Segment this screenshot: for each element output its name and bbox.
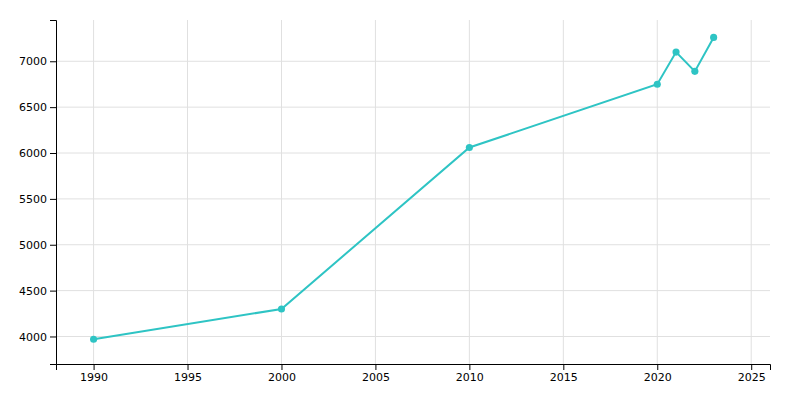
- x-axis-tick: 2015: [550, 364, 578, 384]
- x-axis-tick-label: 1995: [174, 371, 202, 384]
- x-axis-tick: 2020: [644, 364, 672, 384]
- x-axis-tick: 1990: [80, 364, 108, 384]
- y-axis-tick-label: 6500: [19, 101, 47, 114]
- x-axis-tick-mark: [281, 364, 282, 370]
- y-axis-tick-mark: [50, 245, 56, 246]
- y-axis-tick-mark: [50, 291, 56, 292]
- x-axis-tick: 2010: [456, 364, 484, 384]
- y-axis-tick-mark: [50, 61, 56, 62]
- y-axis-tick: 6000: [19, 147, 56, 160]
- x-axis: 1990 1995 2000 2005 2010 2015 2020 2025: [57, 364, 771, 384]
- grid-line-y: [56, 290, 770, 291]
- grid-line-y: [56, 107, 770, 108]
- grid-line-x: [469, 20, 470, 364]
- grid: [56, 20, 770, 364]
- line: [94, 37, 714, 339]
- y-axis-tick: 4500: [19, 285, 56, 298]
- grid-line-y: [56, 198, 770, 199]
- x-axis-domain: [57, 365, 771, 371]
- point: [278, 305, 285, 312]
- y-axis-tick-label: 4000: [19, 331, 47, 344]
- y-axis-tick: 5000: [19, 239, 56, 252]
- y-axis-tick-mark: [50, 199, 56, 200]
- x-axis-tick-mark: [469, 364, 470, 370]
- y-axis-tick-label: 4500: [19, 285, 47, 298]
- y-axis-tick: 4000: [19, 331, 56, 344]
- point: [672, 49, 679, 56]
- x-axis-tick-label: 2020: [644, 371, 672, 384]
- plot-area: 1990 1995 2000 2005 2010 2015 2020 2025 4000 4500…: [19, 20, 771, 384]
- marks: [90, 34, 717, 343]
- grid-line-y: [56, 153, 770, 154]
- point: [691, 68, 698, 75]
- point: [90, 336, 97, 343]
- x-axis-tick-mark: [751, 364, 752, 370]
- y-axis-tick: 6500: [19, 101, 56, 114]
- x-axis-tick-label: 2025: [738, 371, 766, 384]
- grid-line-x: [375, 20, 376, 364]
- x-axis-tick-label: 2005: [362, 371, 390, 384]
- y-axis-tick-label: 5500: [19, 193, 47, 206]
- y-axis-tick-label: 7000: [19, 55, 47, 68]
- x-axis-tick: 2000: [268, 364, 296, 384]
- x-axis-tick-mark: [188, 364, 189, 370]
- point: [466, 144, 473, 151]
- y-axis-tick: 7000: [19, 55, 56, 68]
- x-axis-tick: 1995: [174, 364, 202, 384]
- grid-line-x: [93, 20, 94, 364]
- grid-line-y: [56, 244, 770, 245]
- x-axis-tick-mark: [657, 364, 658, 370]
- grid-line-y: [56, 336, 770, 337]
- grid-line-x: [657, 20, 658, 364]
- y-axis-tick-mark: [50, 153, 56, 154]
- x-axis-tick-label: 2000: [268, 371, 296, 384]
- grid-line-x: [187, 20, 188, 364]
- x-axis-tick-mark: [375, 364, 376, 370]
- grid-line-y: [56, 61, 770, 62]
- grid-line-x: [751, 20, 752, 364]
- y-axis-tick-label: 6000: [19, 147, 47, 160]
- x-axis-tick-mark: [563, 364, 564, 370]
- y-axis-tick: 5500: [19, 193, 56, 206]
- x-axis-tick-mark: [94, 364, 95, 370]
- point: [710, 34, 717, 41]
- x-axis-tick: 2025: [738, 364, 766, 384]
- chart-container: 1990 1995 2000 2005 2010 2015 2020 2025 4000 4500…: [0, 0, 800, 400]
- grid-line-x: [563, 20, 564, 364]
- x-axis-tick-label: 2010: [456, 371, 484, 384]
- y-axis-tick-mark: [50, 107, 56, 108]
- x-axis-tick-label: 2015: [550, 371, 578, 384]
- y-axis-domain: [50, 21, 57, 365]
- y-axis-tick-label: 5000: [19, 239, 47, 252]
- y-axis: 4000 4500 5000 5500 6000 6500 7000: [19, 21, 57, 365]
- chart-svg: 1990 1995 2000 2005 2010 2015 2020 2025 4000 4500…: [0, 0, 800, 400]
- x-axis-tick: 2005: [362, 364, 390, 384]
- y-axis-tick-mark: [50, 336, 56, 337]
- x-axis-tick-label: 1990: [80, 371, 108, 384]
- point: [654, 81, 661, 88]
